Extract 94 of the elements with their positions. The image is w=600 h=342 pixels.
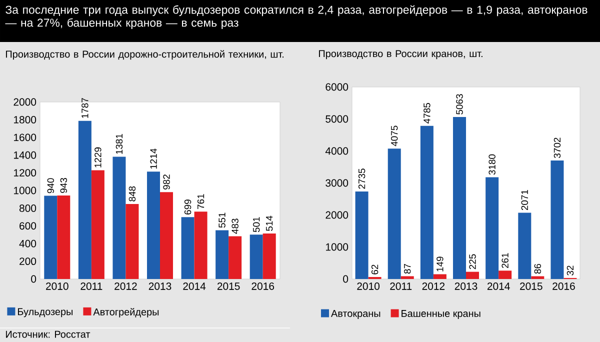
y-tick-label: 2000: [326, 211, 348, 219]
x-tick-label: 2013: [148, 282, 172, 290]
y-tick-label: 200: [20, 258, 36, 266]
bar: [486, 177, 499, 279]
data-label: 940: [47, 178, 54, 194]
data-label: 982: [163, 174, 170, 190]
data-label: 32: [566, 266, 574, 276]
bar: [420, 126, 434, 279]
y-tick-label: 1800: [14, 116, 36, 124]
bar: [147, 172, 160, 279]
y-tick-label: 4000: [325, 147, 348, 155]
bar: [78, 120, 92, 279]
data-label: 261: [502, 253, 508, 268]
x-tick-label: 2012: [422, 282, 445, 290]
data-label: 5063: [456, 94, 463, 114]
y-tick-label: 800: [19, 204, 36, 212]
legend-label: Башенные краны: [402, 310, 480, 319]
y-tick-label: 5000: [326, 115, 348, 123]
chart-title: Производство в России кранов, шт.: [319, 50, 482, 60]
x-tick-label: 2014: [183, 282, 206, 290]
chart-title: За последние три года выпуск бульдозеров сократился в 2,4 раза, автогрейдеров — в 1,9 раза, автокранов — на 27%, башенных кранов — в семь раз: [5, 5, 588, 30]
data-label: 761: [197, 194, 204, 209]
data-label: 4075: [391, 126, 398, 146]
y-tick-label: 3000: [326, 179, 348, 187]
data-label: 943: [60, 178, 67, 193]
legend-label: Автогрейдеры: [93, 308, 159, 318]
data-label: 149: [436, 256, 444, 272]
data-label: 1381: [116, 134, 123, 154]
bar: [550, 160, 564, 279]
x-tick-label: 2016: [552, 282, 575, 290]
data-label: 62: [371, 264, 378, 274]
data-label: 501: [253, 217, 260, 232]
data-label: 483: [232, 218, 238, 234]
y-tick-label: 400: [19, 240, 36, 248]
y-tick-label: 1400: [14, 151, 36, 159]
bar: [433, 274, 446, 279]
x-tick-label: 2010: [46, 282, 68, 290]
x-tick-label: 2012: [114, 282, 137, 290]
data-label: 225: [469, 254, 476, 270]
bar: [44, 196, 58, 279]
bar: [112, 156, 126, 279]
bar: [250, 234, 263, 279]
data-label: 87: [404, 264, 411, 274]
bar: [194, 212, 208, 279]
chart-subtitle: Производство в России дорожно-строительной техники, шт.: [6, 50, 284, 60]
bar: [57, 196, 70, 279]
x-tick-label: 2014: [487, 282, 510, 290]
data-label: 514: [266, 216, 273, 231]
data-label: 4785: [424, 103, 430, 124]
bar: [262, 234, 276, 279]
y-tick-label: 0: [343, 275, 348, 283]
data-label: 3702: [554, 138, 561, 158]
bar: [518, 212, 532, 279]
data-label: 2071: [521, 190, 528, 210]
data-label: 551: [218, 212, 226, 228]
y-tick-label: 0: [31, 275, 36, 283]
bar: [355, 191, 368, 279]
bar: [388, 148, 401, 279]
x-tick-label: 2015: [217, 282, 240, 290]
data-label: 1229: [94, 147, 102, 168]
data-label: 3180: [488, 154, 496, 175]
x-tick-label: 2011: [80, 282, 102, 290]
x-tick-label: 2013: [454, 282, 478, 290]
data-label: 86: [534, 264, 542, 274]
bar: [400, 276, 414, 279]
y-tick-label: 1600: [14, 134, 36, 142]
y-tick-label: 1200: [14, 169, 36, 177]
bar: [91, 170, 104, 279]
bar: [216, 230, 229, 279]
data-label: 848: [128, 186, 136, 202]
y-tick-label: 1000: [326, 243, 348, 251]
bar: [228, 236, 242, 279]
y-tick-label: 1000: [14, 186, 36, 194]
data-label: 699: [184, 200, 192, 214]
y-tick-label: 2000: [14, 98, 36, 106]
bar: [531, 276, 544, 279]
legend-label: Бульдозеры: [18, 308, 72, 318]
x-tick-label: 2011: [390, 282, 412, 290]
x-tick-label: 2016: [252, 282, 274, 290]
bar: [160, 192, 173, 279]
y-tick-label: 6000: [326, 83, 348, 91]
y-tick-label: 600: [20, 222, 36, 230]
x-tick-label: 2010: [357, 282, 380, 290]
text: Источник: Росстат: [6, 330, 90, 338]
bar: [181, 217, 194, 279]
data-label: 2735: [358, 168, 366, 189]
x-tick-label: 2015: [520, 282, 542, 290]
data-label: 1214: [150, 148, 157, 169]
bar: [453, 116, 466, 279]
bar: [466, 272, 480, 279]
bar: [498, 270, 512, 279]
bar: [126, 204, 139, 279]
data-label: 1787: [82, 98, 88, 118]
legend-label: Автокраны: [331, 310, 380, 319]
